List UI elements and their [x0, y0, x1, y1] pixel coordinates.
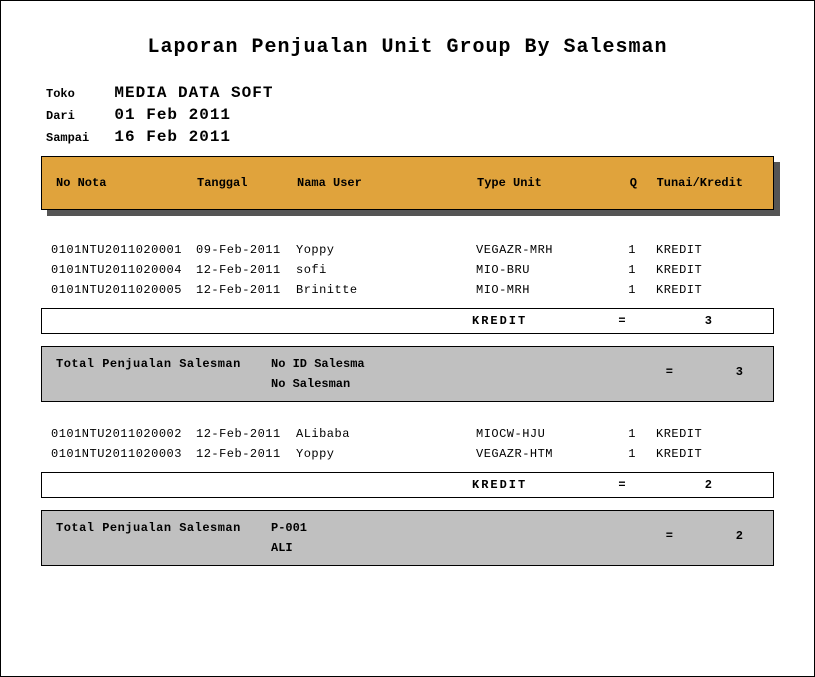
cell-q: 1 — [606, 283, 646, 297]
cell-type: MIO-MRH — [476, 283, 606, 297]
group-1-total: Total Penjualan Salesman P-001 ALI = 2 — [41, 510, 774, 566]
cell-type: VEGAZR-MRH — [476, 243, 606, 257]
group-1-rows: 0101NTU2011020002 12-Feb-2011 ALibaba MI… — [41, 424, 774, 464]
group-1-subtotal: KREDIT = 2 — [41, 472, 774, 498]
total-eq: = — [666, 529, 673, 543]
cell-tk: KREDIT — [646, 243, 756, 257]
cell-q: 1 — [606, 427, 646, 441]
column-header: No Nota Tanggal Nama User Type Unit Q Tu… — [41, 156, 774, 210]
meta-dari: Dari 01 Feb 2011 — [46, 106, 814, 124]
col-tanggal: Tanggal — [197, 176, 297, 190]
cell-tk: KREDIT — [646, 263, 756, 277]
cell-tgl: 12-Feb-2011 — [196, 283, 296, 297]
total-label: Total Penjualan Salesman — [56, 357, 271, 371]
subtotal-value: 3 — [652, 314, 732, 328]
cell-tgl: 12-Feb-2011 — [196, 447, 296, 461]
report-title: Laporan Penjualan Unit Group By Salesman — [1, 36, 814, 59]
group-0-rows: 0101NTU2011020001 09-Feb-2011 Yoppy VEGA… — [41, 240, 774, 300]
subtotal-label: KREDIT — [472, 314, 592, 328]
cell-nota: 0101NTU2011020002 — [41, 427, 196, 441]
total-name: ALI — [271, 541, 759, 555]
report-page: Laporan Penjualan Unit Group By Salesman… — [0, 0, 815, 677]
report-meta: Toko MEDIA DATA SOFT Dari 01 Feb 2011 Sa… — [46, 84, 814, 146]
total-value: 2 — [736, 529, 743, 543]
meta-sampai-label: Sampai — [46, 131, 106, 145]
header-bar: No Nota Tanggal Nama User Type Unit Q Tu… — [41, 156, 774, 210]
meta-toko: Toko MEDIA DATA SOFT — [46, 84, 814, 102]
cell-type: MIOCW-HJU — [476, 427, 606, 441]
table-row: 0101NTU2011020001 09-Feb-2011 Yoppy VEGA… — [41, 240, 774, 260]
meta-sampai-value: 16 Feb 2011 — [114, 128, 231, 146]
total-label: Total Penjualan Salesman — [56, 521, 271, 535]
cell-q: 1 — [606, 243, 646, 257]
cell-nota: 0101NTU2011020001 — [41, 243, 196, 257]
subtotal-label: KREDIT — [472, 478, 592, 492]
cell-nota: 0101NTU2011020005 — [41, 283, 196, 297]
cell-q: 1 — [606, 263, 646, 277]
table-row: 0101NTU2011020002 12-Feb-2011 ALibaba MI… — [41, 424, 774, 444]
col-user: Nama User — [297, 176, 477, 190]
col-type: Type Unit — [477, 176, 607, 190]
table-row: 0101NTU2011020005 12-Feb-2011 Brinitte M… — [41, 280, 774, 300]
total-value: 3 — [736, 365, 743, 379]
cell-user: Brinitte — [296, 283, 476, 297]
spacer — [1, 402, 814, 424]
col-tk: Tunai/Kredit — [647, 176, 757, 190]
cell-q: 1 — [606, 447, 646, 461]
subtotal-value: 2 — [652, 478, 732, 492]
cell-tk: KREDIT — [646, 427, 756, 441]
cell-user: sofi — [296, 263, 476, 277]
group-0-subtotal: KREDIT = 3 — [41, 308, 774, 334]
cell-nota: 0101NTU2011020003 — [41, 447, 196, 461]
cell-type: VEGAZR-HTM — [476, 447, 606, 461]
group-0-total: Total Penjualan Salesman No ID Salesma N… — [41, 346, 774, 402]
table-row: 0101NTU2011020003 12-Feb-2011 Yoppy VEGA… — [41, 444, 774, 464]
cell-tk: KREDIT — [646, 283, 756, 297]
meta-dari-label: Dari — [46, 109, 106, 123]
table-row: 0101NTU2011020004 12-Feb-2011 sofi MIO-B… — [41, 260, 774, 280]
total-id: P-001 — [271, 521, 307, 535]
meta-sampai: Sampai 16 Feb 2011 — [46, 128, 814, 146]
col-nota: No Nota — [42, 176, 197, 190]
cell-nota: 0101NTU2011020004 — [41, 263, 196, 277]
total-id: No ID Salesma — [271, 357, 365, 371]
total-name: No Salesman — [271, 377, 759, 391]
cell-user: Yoppy — [296, 243, 476, 257]
cell-tk: KREDIT — [646, 447, 756, 461]
cell-tgl: 09-Feb-2011 — [196, 243, 296, 257]
meta-dari-value: 01 Feb 2011 — [114, 106, 231, 124]
cell-tgl: 12-Feb-2011 — [196, 263, 296, 277]
col-q: Q — [607, 176, 647, 190]
subtotal-eq: = — [592, 478, 652, 492]
cell-user: ALibaba — [296, 427, 476, 441]
cell-tgl: 12-Feb-2011 — [196, 427, 296, 441]
total-eq: = — [666, 365, 673, 379]
meta-toko-label: Toko — [46, 87, 106, 101]
cell-user: Yoppy — [296, 447, 476, 461]
meta-toko-value: MEDIA DATA SOFT — [114, 84, 273, 102]
subtotal-eq: = — [592, 314, 652, 328]
cell-type: MIO-BRU — [476, 263, 606, 277]
